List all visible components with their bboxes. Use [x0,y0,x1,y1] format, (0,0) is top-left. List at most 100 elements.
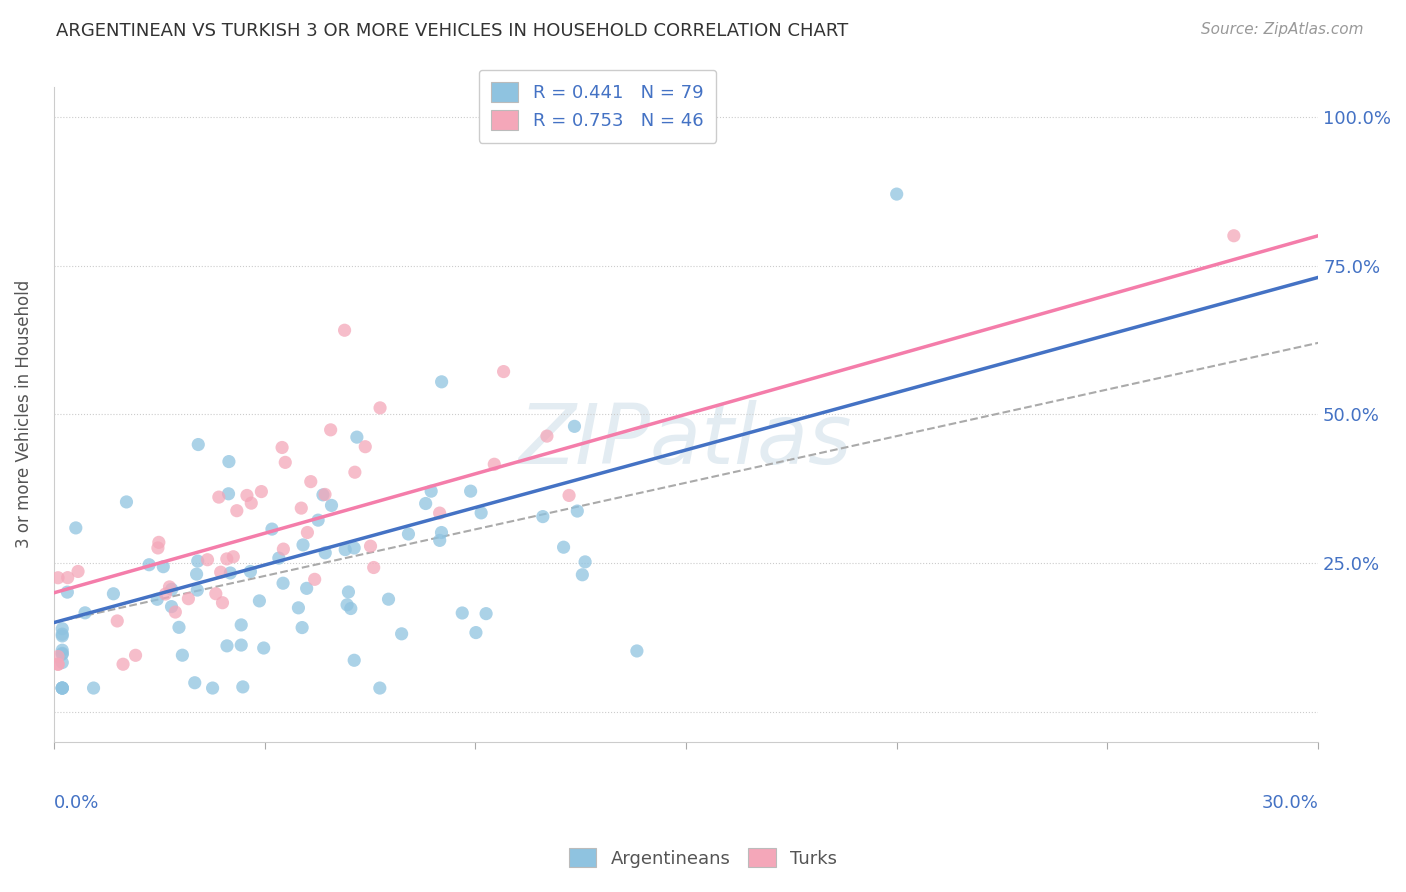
Point [46,657,69,672]
Point [51,681,73,695]
Point [124,648,146,663]
Point [398,527,420,541]
Point [73,606,96,620]
Point [51,646,73,660]
Point [56,585,79,599]
Point [46,657,69,672]
Point [67,565,90,579]
Point [567,504,589,518]
Point [56,571,79,585]
Point [271,441,294,455]
Point [152,559,174,574]
Point [240,496,263,510]
Point [346,430,368,444]
Point [51,647,73,661]
Point [626,644,648,658]
Point [360,539,382,553]
Point [219,566,242,580]
Point [460,484,482,499]
Point [204,587,226,601]
Point [225,504,247,518]
Point [319,423,342,437]
Point [391,627,413,641]
Point [146,541,169,555]
Point [211,596,233,610]
Point [307,513,329,527]
Point [273,542,295,557]
Point [475,607,498,621]
Point [484,457,506,471]
Point [51,622,73,636]
Point [377,592,399,607]
Point [287,600,309,615]
Point [574,555,596,569]
Point [197,552,219,566]
Point [536,429,558,443]
Point [492,365,515,379]
Point [321,499,343,513]
Text: ZIPatlas: ZIPatlas [519,400,853,481]
Point [51,656,73,670]
Point [177,591,200,606]
Point [236,488,259,502]
Point [222,549,245,564]
Point [172,648,194,663]
Point [160,582,183,597]
Point [253,640,276,655]
Point [336,598,359,612]
Point [291,621,314,635]
Point [218,454,240,468]
Point [451,606,474,620]
Point [247,594,270,608]
Point [1223,228,1246,243]
Point [260,522,283,536]
Point [138,558,160,572]
Point [564,419,586,434]
Point [415,496,437,510]
Point [368,681,391,695]
Point [112,657,135,672]
Point [83,681,105,695]
Point [292,538,315,552]
Point [231,638,253,652]
Point [343,653,366,667]
Point [165,605,187,619]
Point [218,487,240,501]
Point [187,554,209,568]
Point [363,560,385,574]
Point [51,681,73,695]
Point [299,475,322,489]
Point [304,572,326,586]
Point [51,681,73,695]
Point [51,681,73,695]
Text: 30.0%: 30.0% [1261,794,1319,812]
Point [339,601,361,615]
Text: 0.0%: 0.0% [53,794,100,812]
Point [51,629,73,643]
Point [146,592,169,607]
Point [429,506,451,520]
Point [558,488,581,502]
Point [160,599,183,614]
Point [46,649,69,664]
Point [571,567,593,582]
Point [470,506,492,520]
Point [420,484,443,499]
Point [187,437,209,451]
Point [186,583,208,598]
Point [295,582,318,596]
Point [290,501,312,516]
Point [368,401,391,415]
Point [343,465,366,479]
Text: Source: ZipAtlas.com: Source: ZipAtlas.com [1201,22,1364,37]
Point [354,440,377,454]
Point [429,533,451,548]
Point [148,535,170,549]
Point [886,187,908,202]
Point [65,521,87,535]
Point [267,551,290,566]
Point [553,540,575,554]
Point [201,681,224,695]
Point [337,585,360,599]
Point [115,495,138,509]
